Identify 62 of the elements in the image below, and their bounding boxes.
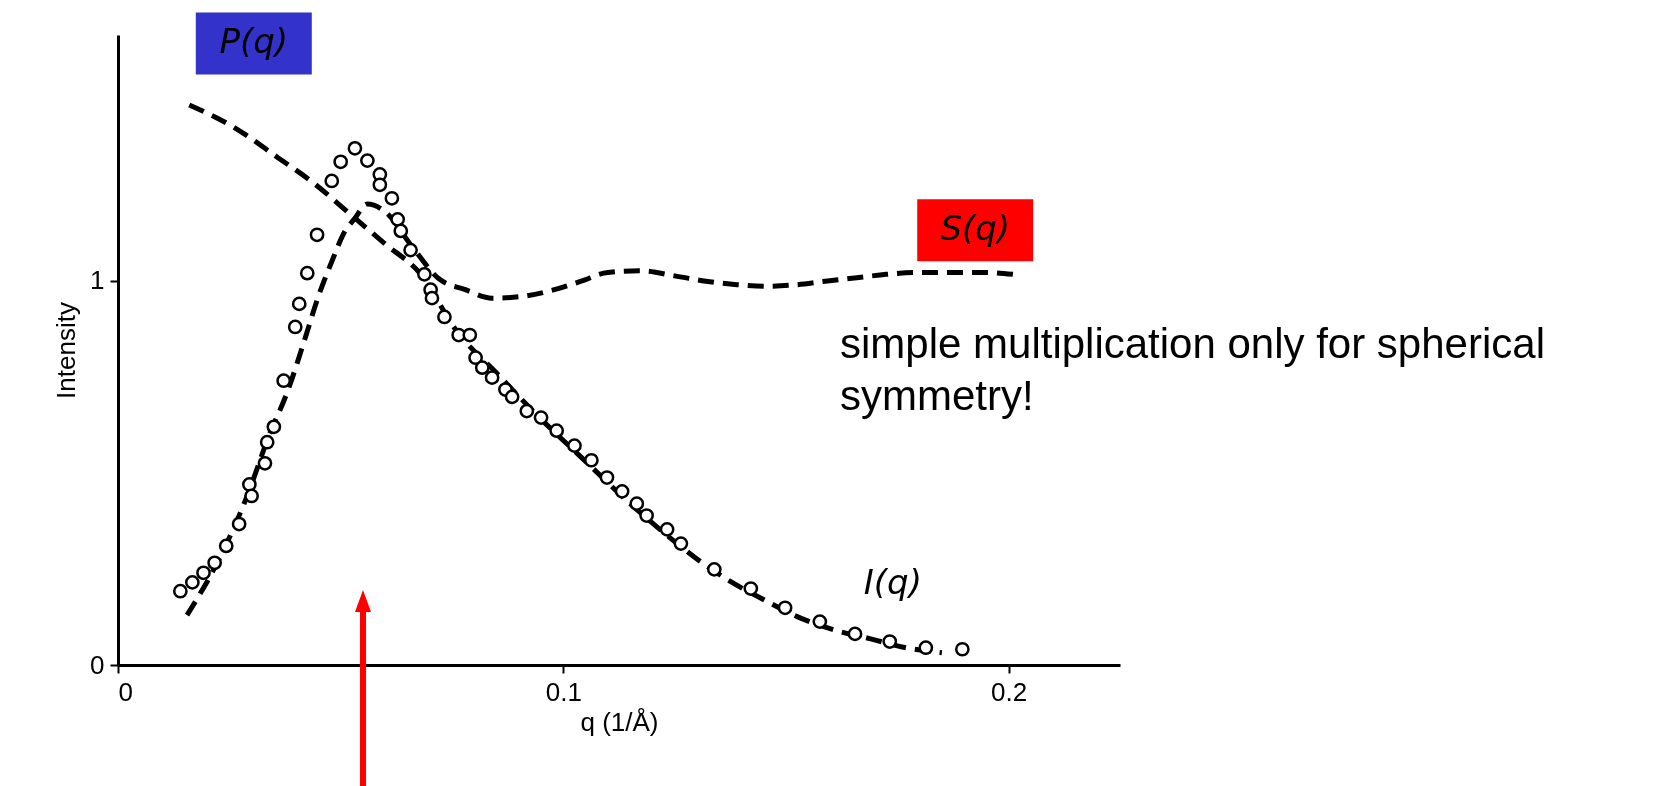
- point: [474, 360, 490, 376]
- point: [244, 488, 259, 504]
- point: [706, 561, 722, 577]
- point: [777, 600, 793, 616]
- point: [172, 583, 188, 599]
- x-tick-label: 0.2: [991, 676, 1028, 707]
- point: [614, 484, 630, 499]
- point: [673, 536, 689, 551]
- point: [743, 581, 759, 596]
- point: [882, 634, 898, 649]
- point: [549, 423, 565, 439]
- y-tick-label: 1: [90, 265, 105, 296]
- point: [918, 640, 934, 656]
- x-tick-label: 0.1: [545, 676, 582, 707]
- point: [437, 309, 452, 325]
- point: [185, 575, 200, 590]
- point: [266, 419, 282, 435]
- point: [360, 153, 375, 168]
- y-axis-title: Intensity: [51, 302, 82, 399]
- point: [257, 455, 273, 471]
- point: [372, 177, 388, 193]
- point: [484, 370, 500, 386]
- point: [287, 319, 303, 335]
- point: [242, 477, 257, 492]
- point: [347, 140, 363, 156]
- point: [218, 538, 234, 554]
- point: [207, 555, 223, 571]
- point: [333, 154, 349, 170]
- point: [309, 227, 325, 243]
- point: [424, 290, 440, 306]
- point: [584, 452, 599, 468]
- point: [196, 565, 211, 581]
- x-axis-title: q (1/Å): [580, 706, 659, 737]
- series-label: S(q): [940, 208, 1011, 249]
- point: [276, 373, 292, 389]
- series-label: I(q): [863, 561, 922, 602]
- point: [954, 641, 970, 657]
- point: [659, 522, 675, 537]
- point: [384, 190, 400, 206]
- point: [847, 626, 863, 642]
- point: [403, 242, 418, 258]
- point: [390, 212, 406, 227]
- point: [462, 327, 478, 343]
- point: [504, 389, 520, 405]
- point: [812, 614, 828, 629]
- point: [324, 173, 340, 189]
- point: [417, 266, 432, 282]
- point: [299, 265, 315, 281]
- annotation: simple multiplication only for spherical symmetry!: [840, 319, 1546, 421]
- point: [519, 403, 535, 419]
- point: [468, 350, 483, 366]
- point: [599, 470, 615, 485]
- point: [533, 410, 549, 425]
- point: [639, 508, 654, 523]
- point: [259, 434, 275, 450]
- point: [629, 496, 645, 512]
- point: [291, 296, 307, 312]
- series-label: P(q): [219, 21, 289, 62]
- point: [567, 438, 582, 454]
- point: [393, 223, 409, 239]
- x-tick-label: 0: [118, 676, 133, 707]
- point: [231, 516, 247, 532]
